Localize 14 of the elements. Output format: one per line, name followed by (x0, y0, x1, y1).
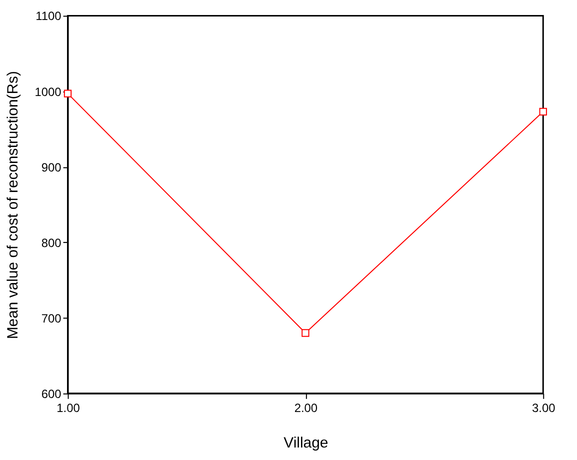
y-axis-title: Mean value of cost of reconstruction(Rs) (4, 70, 22, 340)
y-tick-label: 1100 (36, 9, 62, 24)
y-tick-label: 900 (41, 160, 62, 174)
point (539, 108, 547, 116)
y-tick-label: 600 (41, 386, 62, 401)
y-tick-label: 700 (41, 311, 62, 326)
x-tick-label: 3.00 (532, 400, 556, 415)
point (64, 90, 72, 98)
x-tick-label: 2.00 (294, 400, 318, 415)
y-tick-label: 1000 (34, 84, 62, 99)
x-tick-label: 1.00 (56, 400, 80, 415)
y-tick-label: 800 (41, 236, 62, 250)
x-axis-title: Village (284, 434, 328, 452)
point (302, 329, 310, 337)
